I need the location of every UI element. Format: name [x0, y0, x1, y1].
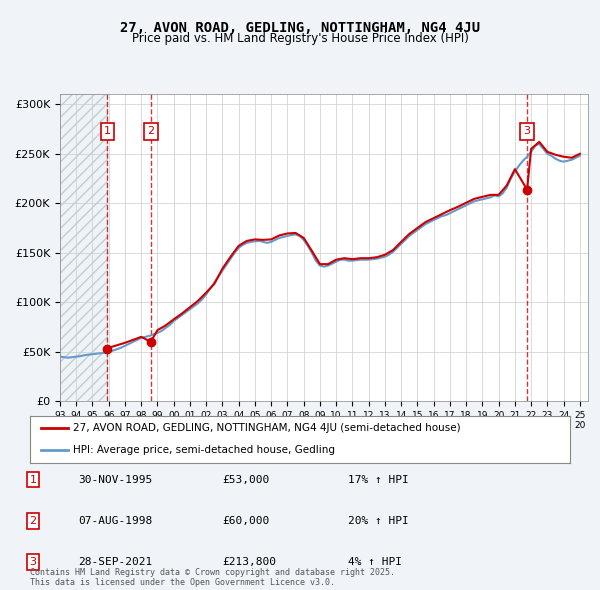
Text: 28-SEP-2021: 28-SEP-2021: [78, 558, 152, 567]
Text: 1: 1: [104, 126, 111, 136]
Text: 3: 3: [524, 126, 530, 136]
Text: 07-AUG-1998: 07-AUG-1998: [78, 516, 152, 526]
Text: 27, AVON ROAD, GEDLING, NOTTINGHAM, NG4 4JU: 27, AVON ROAD, GEDLING, NOTTINGHAM, NG4 …: [120, 21, 480, 35]
Text: 3: 3: [29, 558, 37, 567]
Text: 1: 1: [29, 475, 37, 484]
Text: 30-NOV-1995: 30-NOV-1995: [78, 475, 152, 484]
Text: 17% ↑ HPI: 17% ↑ HPI: [348, 475, 409, 484]
Text: 27, AVON ROAD, GEDLING, NOTTINGHAM, NG4 4JU (semi-detached house): 27, AVON ROAD, GEDLING, NOTTINGHAM, NG4 …: [73, 423, 461, 432]
Text: £60,000: £60,000: [222, 516, 269, 526]
Bar: [60, 94, 107, 401]
Text: Contains HM Land Registry data © Crown copyright and database right 2025.
This d: Contains HM Land Registry data © Crown c…: [30, 568, 395, 587]
Text: 2: 2: [147, 126, 154, 136]
Text: HPI: Average price, semi-detached house, Gedling: HPI: Average price, semi-detached house,…: [73, 445, 335, 455]
Text: £213,800: £213,800: [222, 558, 276, 567]
Text: 20% ↑ HPI: 20% ↑ HPI: [348, 516, 409, 526]
Text: 4% ↑ HPI: 4% ↑ HPI: [348, 558, 402, 567]
Text: 2: 2: [29, 516, 37, 526]
Text: Price paid vs. HM Land Registry's House Price Index (HPI): Price paid vs. HM Land Registry's House …: [131, 32, 469, 45]
Text: £53,000: £53,000: [222, 475, 269, 484]
